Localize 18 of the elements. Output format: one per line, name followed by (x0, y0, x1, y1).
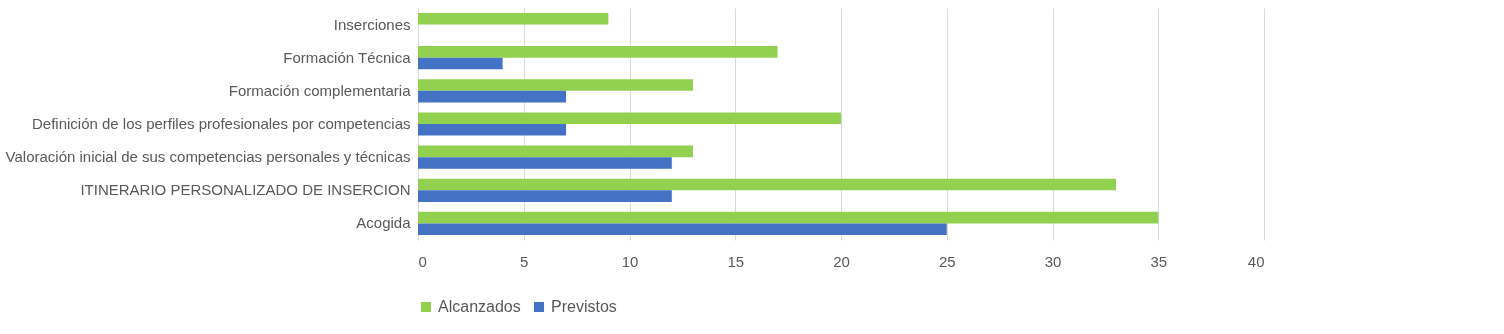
y-tick-label: Definición de los perfiles profesionales por competencias (31, 115, 411, 132)
y-tick-label: Valoración inicial de sus competencias personales y técnicas (5, 148, 411, 166)
x-tick-label: 30 (1044, 252, 1062, 270)
x-tick-label: 10 (621, 252, 639, 270)
y-tick-label: ITINERARIO PERSONALIZADO DE INSERCION (80, 181, 411, 199)
x-tick-label: 40 (1247, 252, 1265, 270)
y-tick-label: Formación Técnica (283, 48, 412, 66)
x-tick-label: 20 (833, 252, 850, 270)
y-tick-label: Inserciones (333, 15, 411, 33)
x-tick-label: 25 (938, 252, 956, 270)
x-tick-label: 0 (418, 252, 427, 270)
legend-label: Previstos (551, 298, 617, 315)
legend-label: Alcanzados (438, 298, 521, 315)
x-tick-label: 35 (1150, 252, 1168, 270)
y-tick-label: Acogida (356, 214, 412, 232)
x-tick-label: 15 (727, 252, 745, 270)
x-tick-label: 5 (520, 252, 529, 270)
y-tick-label: Formación complementaria (228, 81, 412, 99)
